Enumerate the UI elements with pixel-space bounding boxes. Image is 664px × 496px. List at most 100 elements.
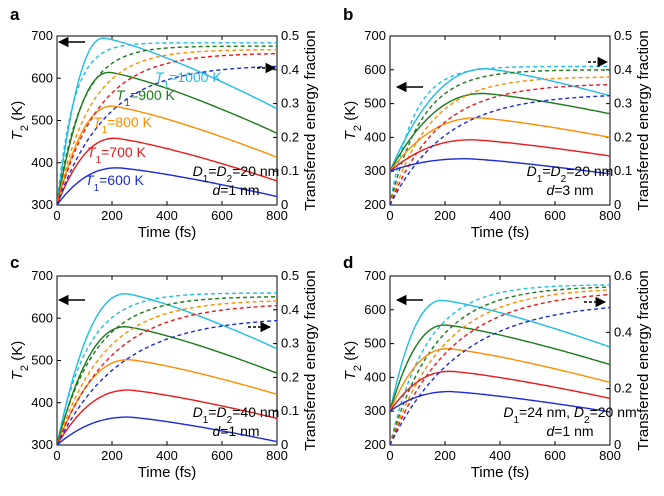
x-tick-label: 600 <box>544 208 566 223</box>
y-tick-label: 300 <box>31 197 53 212</box>
series-line-energy-fraction <box>390 293 610 445</box>
y-right-tick-label: 0.4 <box>614 324 632 339</box>
curves <box>390 65 610 205</box>
y-axis-label-sub: 2 <box>352 365 364 371</box>
series-line-energy-fraction <box>390 69 610 205</box>
y-right-tick-label: 0 <box>614 437 621 452</box>
series-line-temperature <box>390 299 610 412</box>
y-tick-label: 400 <box>364 369 386 384</box>
y-right-tick-label: 0.2 <box>614 381 632 396</box>
panel-c: c 0 200 400 600 800 300 400 500 600 700 0 0.1 0.2 0.3 0… <box>9 253 319 481</box>
y-right-tick-label: 0.3 <box>281 336 299 351</box>
series-line-energy-fraction <box>390 65 610 205</box>
x-tick-label: 0 <box>53 208 60 223</box>
note-gap: d=1 nm <box>212 423 259 439</box>
y-tick-label: 400 <box>31 395 53 410</box>
y-axis-label: T2 (K) <box>9 341 31 380</box>
series-line-energy-fraction <box>57 296 277 445</box>
y-tick-label: 600 <box>364 62 386 77</box>
y-tick-label: 700 <box>31 28 53 43</box>
y-right-tick-label: 0 <box>281 437 288 452</box>
y-right-tick-label: 0.1 <box>281 163 299 178</box>
y-axis-label: T2 (K) <box>9 101 31 140</box>
series-line-energy-fraction <box>390 95 610 205</box>
panel-label: d <box>343 253 353 272</box>
series-line-temperature <box>57 389 277 445</box>
y-right-axis-label: Transferred energy fraction <box>302 30 319 210</box>
y-axis-label-symbol: T <box>342 129 359 140</box>
x-tick-label: 0 <box>386 208 393 223</box>
y-right-tick-label: 0.5 <box>281 28 299 43</box>
series-line-energy-fraction <box>390 289 610 445</box>
panel-label: c <box>10 253 19 272</box>
y-axis-label-unit: (K) <box>9 341 26 365</box>
series-line-energy-fraction <box>57 300 277 445</box>
y-tick-label: 700 <box>31 268 53 283</box>
x-tick-label: 400 <box>156 448 178 463</box>
y-tick-label: 700 <box>364 28 386 43</box>
y-tick-label: 600 <box>364 302 386 317</box>
y-axis-label-unit: (K) <box>342 101 359 125</box>
series-line-temperature <box>57 325 277 445</box>
series-line-temperature <box>390 348 610 412</box>
x-tick-label: 400 <box>489 208 511 223</box>
y-axis-label-sub: 2 <box>19 365 31 371</box>
y-right-tick-label: 0 <box>281 197 288 212</box>
y-right-tick-label: 0.2 <box>281 369 299 384</box>
y-tick-label: 400 <box>31 155 53 170</box>
series-line-energy-fraction <box>57 292 277 445</box>
series-line-energy-fraction <box>57 42 277 205</box>
y-axis-label-symbol: T <box>342 369 359 380</box>
y-right-tick-label: 0.1 <box>281 403 299 418</box>
y-tick-label: 300 <box>364 403 386 418</box>
y-right-tick-label: 0.2 <box>614 129 632 144</box>
x-tick-label: 800 <box>599 448 621 463</box>
y-axis-label-sub: 2 <box>352 125 364 131</box>
y-axis-label: T2 (K) <box>342 101 364 140</box>
x-tick-label: 600 <box>211 448 233 463</box>
series-line-temperature <box>390 390 610 413</box>
x-tick-label: 800 <box>266 448 288 463</box>
series-line-temperature <box>57 416 277 445</box>
curves <box>57 292 277 445</box>
series-line-energy-fraction <box>390 83 610 205</box>
y-right-tick-label: 0.6 <box>614 268 632 283</box>
series-label: T1=800 K <box>93 114 153 136</box>
x-tick-label: 800 <box>266 208 288 223</box>
y-axis-label: T2 (K) <box>342 341 364 380</box>
x-tick-label: 400 <box>489 448 511 463</box>
x-tick-label: 600 <box>211 208 233 223</box>
x-tick-label: 200 <box>101 208 123 223</box>
series-line-temperature <box>390 324 610 412</box>
x-tick-label: 600 <box>544 448 566 463</box>
series-line-energy-fraction <box>390 286 610 445</box>
y-right-axis-label: Transferred energy fraction <box>302 270 319 450</box>
series-line-energy-fraction <box>57 45 277 205</box>
series-line-energy-fraction <box>57 319 277 445</box>
note-gap: d=3 nm <box>546 182 593 198</box>
y-axis-label-unit: (K) <box>342 341 359 365</box>
note-gap: d=1 nm <box>546 423 593 439</box>
series-label: T1=900 K <box>116 87 176 109</box>
series-line-energy-fraction <box>390 76 610 205</box>
series-label: T1=700 K <box>87 144 147 166</box>
series-line-temperature <box>57 167 277 205</box>
panel-d: d0 200 400 600 80020030040050060070000.20.40… <box>342 253 652 481</box>
panel-a: a 0 200 400 600 800 300 400 500 600 700 0 0.1 0.2 0.3 0… <box>9 5 319 241</box>
x-tick-label: 0 <box>386 448 393 463</box>
note-diameters: D1=D2=20 nm <box>193 163 280 185</box>
x-axis-label: Time (fs) <box>138 464 197 481</box>
series-line-temperature <box>390 68 610 172</box>
series-line-energy-fraction <box>390 284 610 445</box>
y-tick-label: 300 <box>31 437 53 452</box>
curves <box>390 284 610 445</box>
series-line-temperature <box>390 158 610 175</box>
y-right-tick-label: 0.4 <box>281 62 299 77</box>
series-line-energy-fraction <box>57 65 277 205</box>
y-axis-label-symbol: T <box>9 369 26 380</box>
y-tick-label: 200 <box>364 437 386 452</box>
series-line-energy-fraction <box>57 52 277 205</box>
curves <box>57 37 277 205</box>
series-line-energy-fraction <box>57 304 277 445</box>
